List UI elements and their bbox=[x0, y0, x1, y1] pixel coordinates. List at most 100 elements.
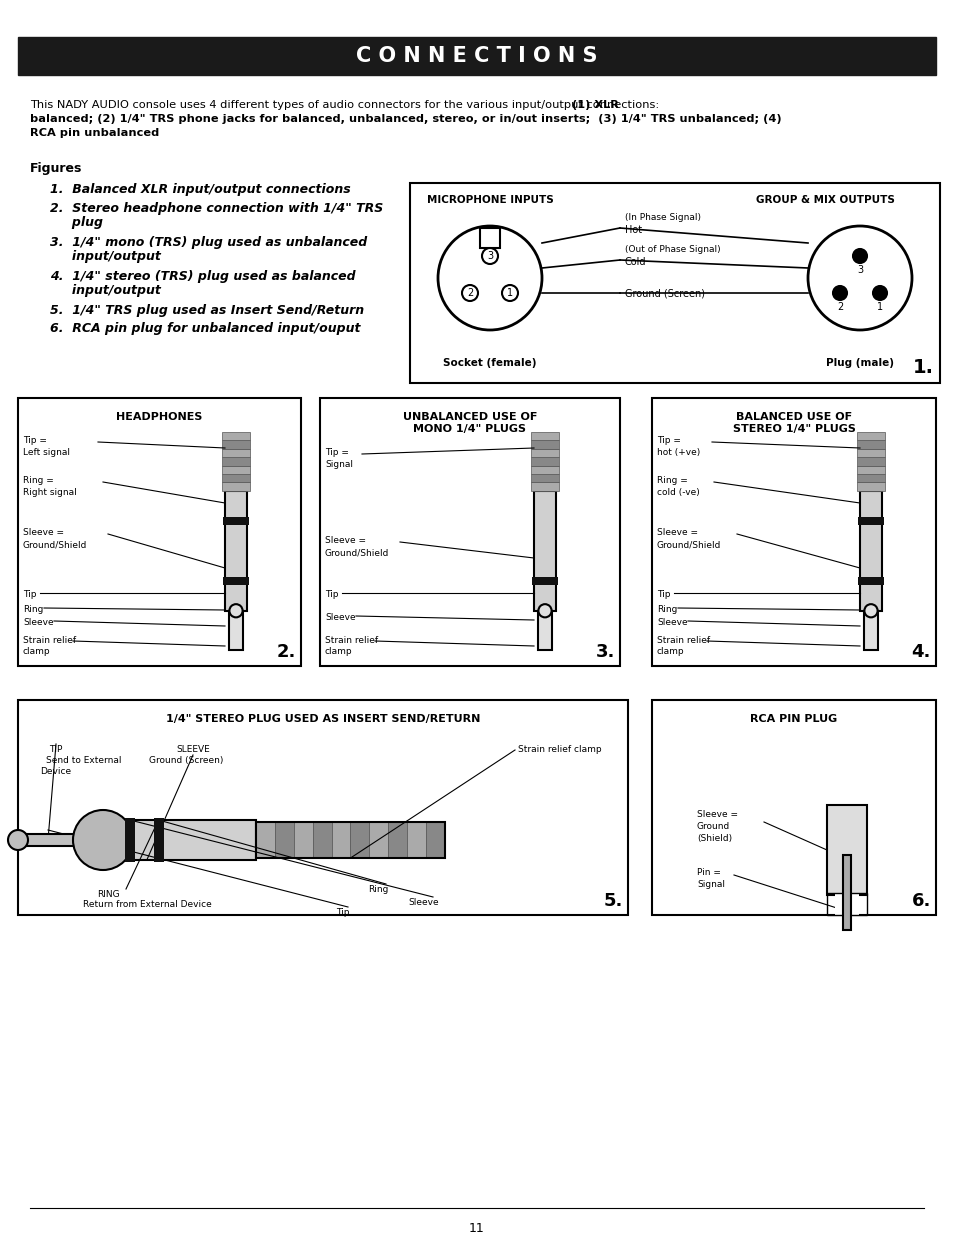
Text: Send to External: Send to External bbox=[46, 756, 121, 764]
Text: clamp: clamp bbox=[325, 647, 353, 656]
Text: TIP: TIP bbox=[50, 745, 63, 755]
Bar bbox=[223, 577, 249, 585]
Text: 6.: 6. bbox=[911, 892, 930, 910]
Text: C O N N E C T I O N S: C O N N E C T I O N S bbox=[355, 46, 598, 65]
Text: Cold: Cold bbox=[624, 257, 646, 267]
Bar bbox=[18, 700, 627, 915]
Text: Ring =: Ring = bbox=[657, 475, 687, 485]
Text: (1) XLR: (1) XLR bbox=[572, 100, 618, 110]
Bar bbox=[856, 483, 884, 490]
Bar bbox=[221, 448, 250, 457]
Text: 2: 2 bbox=[466, 288, 473, 298]
Text: BALANCED USE OF: BALANCED USE OF bbox=[735, 412, 851, 422]
Bar bbox=[221, 457, 250, 466]
Circle shape bbox=[437, 226, 541, 330]
Circle shape bbox=[461, 285, 477, 301]
Text: RCA pin unbalanced: RCA pin unbalanced bbox=[30, 128, 159, 138]
Bar bbox=[125, 818, 135, 862]
Bar bbox=[274, 823, 294, 858]
Bar bbox=[410, 183, 939, 383]
Text: Ground (Screen): Ground (Screen) bbox=[149, 756, 223, 764]
Bar bbox=[842, 855, 850, 930]
Text: 2.: 2. bbox=[276, 643, 295, 661]
Bar bbox=[863, 611, 877, 650]
Text: Right signal: Right signal bbox=[23, 488, 76, 496]
Bar bbox=[407, 823, 426, 858]
Circle shape bbox=[73, 810, 132, 869]
Bar bbox=[332, 823, 350, 858]
Text: 1: 1 bbox=[876, 303, 882, 312]
Text: Tip =: Tip = bbox=[325, 448, 349, 457]
Text: Device: Device bbox=[40, 767, 71, 776]
Text: RCA PIN PLUG: RCA PIN PLUG bbox=[750, 714, 837, 724]
Bar bbox=[530, 457, 558, 466]
Bar bbox=[531, 577, 558, 585]
Bar bbox=[221, 474, 250, 483]
Text: This NADY AUDIO console uses 4 different types of audio connectors for the vario: This NADY AUDIO console uses 4 different… bbox=[30, 100, 662, 110]
Text: Ring: Ring bbox=[368, 885, 388, 894]
Text: Sleeve =: Sleeve = bbox=[325, 536, 366, 545]
Text: 1.  Balanced XLR input/output connections: 1. Balanced XLR input/output connections bbox=[50, 183, 351, 196]
Text: Tip: Tip bbox=[657, 590, 670, 599]
Text: Ground/Shield: Ground/Shield bbox=[657, 540, 720, 550]
Text: Ring: Ring bbox=[23, 605, 43, 614]
Text: Tip =: Tip = bbox=[657, 436, 680, 445]
Text: Sleeve =: Sleeve = bbox=[23, 529, 64, 537]
Text: Sleeve: Sleeve bbox=[657, 618, 687, 627]
Text: Sleeve =: Sleeve = bbox=[697, 810, 738, 819]
Text: Tip: Tip bbox=[23, 590, 36, 599]
Bar bbox=[834, 893, 858, 915]
Circle shape bbox=[852, 249, 866, 263]
Text: Ground/Shield: Ground/Shield bbox=[325, 548, 389, 557]
Text: Ground (Screen): Ground (Screen) bbox=[624, 288, 704, 298]
Circle shape bbox=[481, 248, 497, 264]
Bar bbox=[18, 398, 301, 666]
Text: hot (+ve): hot (+ve) bbox=[657, 448, 700, 457]
Bar bbox=[255, 823, 444, 858]
Bar bbox=[856, 457, 884, 466]
Text: Plug (male): Plug (male) bbox=[825, 358, 893, 368]
Bar bbox=[534, 490, 556, 611]
Text: 3: 3 bbox=[856, 266, 862, 275]
Text: Return from External Device: Return from External Device bbox=[83, 900, 212, 909]
Bar bbox=[229, 611, 242, 650]
Text: SLEEVE: SLEEVE bbox=[176, 745, 210, 755]
Text: Strain relief: Strain relief bbox=[657, 636, 709, 645]
Bar bbox=[856, 474, 884, 483]
Bar bbox=[537, 611, 551, 650]
Bar bbox=[223, 516, 249, 525]
Text: STEREO 1/4" PLUGS: STEREO 1/4" PLUGS bbox=[732, 424, 855, 433]
Text: Hot: Hot bbox=[624, 225, 641, 235]
Bar bbox=[651, 398, 935, 666]
Text: 4.  1/4" stereo (TRS) plug used as balanced: 4. 1/4" stereo (TRS) plug used as balanc… bbox=[50, 270, 355, 283]
Text: 2: 2 bbox=[836, 303, 842, 312]
Text: Strain relief: Strain relief bbox=[325, 636, 377, 645]
Bar bbox=[530, 432, 558, 441]
Bar bbox=[859, 490, 882, 611]
Text: (Shield): (Shield) bbox=[697, 834, 731, 844]
Text: 4.: 4. bbox=[911, 643, 930, 661]
Text: (Out of Phase Signal): (Out of Phase Signal) bbox=[624, 246, 720, 254]
Bar bbox=[221, 441, 250, 448]
Text: 3: 3 bbox=[486, 251, 493, 261]
Bar bbox=[319, 398, 619, 666]
Text: RING: RING bbox=[96, 890, 119, 899]
Text: Ring =: Ring = bbox=[23, 475, 53, 485]
Circle shape bbox=[229, 604, 242, 618]
Bar bbox=[388, 823, 407, 858]
Text: 3.: 3. bbox=[595, 643, 615, 661]
Text: Signal: Signal bbox=[325, 459, 353, 469]
Text: HEADPHONES: HEADPHONES bbox=[115, 412, 202, 422]
Bar bbox=[313, 823, 332, 858]
Text: Strain relief: Strain relief bbox=[23, 636, 76, 645]
Text: MONO 1/4" PLUGS: MONO 1/4" PLUGS bbox=[413, 424, 526, 433]
Text: Strain relief clamp: Strain relief clamp bbox=[517, 745, 601, 755]
Circle shape bbox=[501, 285, 517, 301]
Bar bbox=[369, 823, 388, 858]
Text: 5.: 5. bbox=[603, 892, 622, 910]
Text: Tip: Tip bbox=[335, 908, 349, 918]
Bar bbox=[221, 432, 250, 441]
Bar bbox=[856, 441, 884, 448]
Bar bbox=[225, 490, 247, 611]
Text: 5.  1/4" TRS plug used as Insert Send/Return: 5. 1/4" TRS plug used as Insert Send/Ret… bbox=[50, 304, 364, 317]
